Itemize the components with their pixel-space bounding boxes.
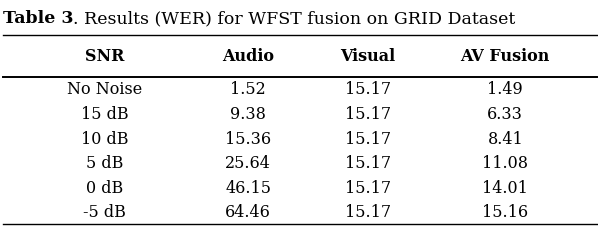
Text: 15 dB: 15 dB (81, 106, 129, 122)
Text: 15.36: 15.36 (225, 130, 271, 147)
Text: -5 dB: -5 dB (83, 203, 126, 220)
Text: 0 dB: 0 dB (86, 179, 123, 196)
Text: 46.15: 46.15 (225, 179, 271, 196)
Text: 15.17: 15.17 (344, 179, 391, 196)
Text: Visual: Visual (340, 48, 395, 65)
Text: 15.17: 15.17 (344, 155, 391, 171)
Text: Table 3: Table 3 (3, 10, 74, 27)
Text: 1.52: 1.52 (230, 81, 266, 98)
Text: . Results (WER) for WFST fusion on GRID Dataset: . Results (WER) for WFST fusion on GRID … (74, 10, 515, 27)
Text: 8.41: 8.41 (487, 130, 523, 147)
Text: 6.33: 6.33 (487, 106, 523, 122)
Text: 14.01: 14.01 (483, 179, 528, 196)
Text: 15.17: 15.17 (344, 203, 391, 220)
Text: 1.49: 1.49 (487, 81, 523, 98)
Text: SNR: SNR (85, 48, 124, 65)
Text: AV Fusion: AV Fusion (460, 48, 550, 65)
Text: 9.38: 9.38 (230, 106, 266, 122)
Text: 5 dB: 5 dB (86, 155, 123, 171)
Text: 64.46: 64.46 (225, 203, 271, 220)
Text: 15.17: 15.17 (344, 106, 391, 122)
Text: 15.17: 15.17 (344, 81, 391, 98)
Text: Audio: Audio (222, 48, 274, 65)
Text: 11.08: 11.08 (483, 155, 528, 171)
Text: 15.16: 15.16 (482, 203, 529, 220)
Text: 15.17: 15.17 (344, 130, 391, 147)
Text: No Noise: No Noise (67, 81, 142, 98)
Text: 25.64: 25.64 (225, 155, 271, 171)
Text: 10 dB: 10 dB (81, 130, 129, 147)
